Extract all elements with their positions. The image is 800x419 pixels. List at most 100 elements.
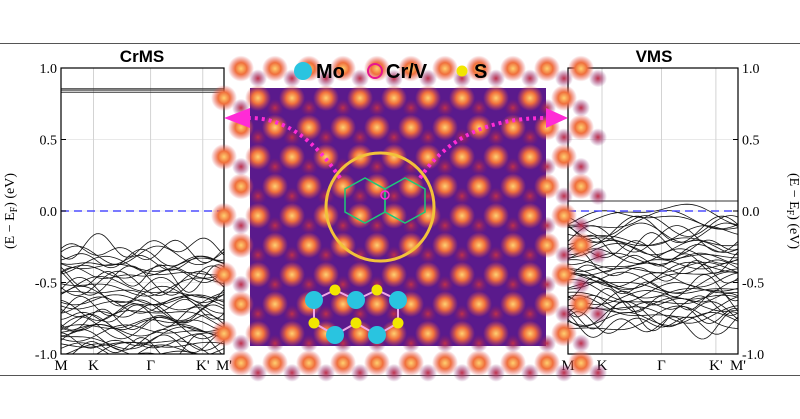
stm-bright-spot (245, 143, 271, 170)
stm-dim-spot (317, 246, 335, 265)
stm-bright-spot (245, 320, 271, 347)
stm-bright-spot (313, 143, 339, 170)
stm-atom-pattern (211, 55, 607, 382)
legend-s-marker (456, 65, 468, 77)
vms-ytick-label: -1.0 (742, 348, 764, 363)
highlight-circle (324, 151, 436, 263)
stm-dim-spot (402, 275, 420, 294)
model-s-atom (350, 317, 362, 329)
crms-band-line (61, 276, 224, 299)
stm-dim-spot (436, 157, 454, 176)
crms-band-line (61, 329, 224, 351)
stm-dim-spot (402, 216, 420, 235)
stm-dim-spot (300, 216, 318, 235)
crms-title: CrMS (120, 47, 164, 66)
stm-bright-spot (517, 202, 543, 229)
stm-dim-spot (589, 128, 607, 147)
stm-bright-spot (228, 232, 254, 259)
stm-dim-spot (555, 128, 573, 147)
stm-bright-spot (279, 320, 305, 347)
stm-bright-spot (500, 173, 526, 200)
stm-dim-spot (453, 187, 471, 206)
crms-band-line (61, 233, 224, 260)
vms-band-line (568, 294, 738, 318)
vms-band-line (568, 237, 738, 247)
stm-dim-spot (589, 246, 607, 265)
crms-band-line (61, 304, 224, 327)
stm-dim-spot (402, 334, 420, 353)
vms-y-axis-label: (E − EF) (eV) (784, 173, 800, 249)
stm-dim-spot (504, 334, 522, 353)
crms-band-line (61, 257, 224, 272)
vms-ytick-label: 0.0 (742, 205, 760, 220)
crms-band-line (61, 245, 224, 265)
stm-dim-spot (232, 157, 250, 176)
model-mo-atom (368, 326, 386, 344)
stm-bright-spot (296, 173, 322, 200)
vms-band-line (568, 311, 738, 340)
stm-dim-spot (538, 334, 556, 353)
legend-s-label: S (474, 61, 487, 83)
crms-ylabel-main: (E − E (3, 212, 18, 249)
stm-dim-spot (419, 246, 437, 265)
stm-bright-spot (466, 114, 492, 141)
vms-band-line (568, 312, 738, 326)
vms-band-line (568, 203, 738, 226)
stm-dim-spot (487, 304, 505, 323)
stm-bright-spot (483, 320, 509, 347)
stm-dim-spot (504, 98, 522, 117)
stm-bright-spot (228, 55, 254, 82)
legend-mo-marker (294, 62, 312, 80)
stm-bright-spot (279, 261, 305, 288)
stm-dim-spot (521, 304, 539, 323)
crms-xtick-label: K (88, 358, 99, 374)
crms-ylabel-sub: F (9, 206, 20, 212)
stm-bright-spot (500, 291, 526, 318)
arrow-right-icon (546, 108, 568, 128)
vms-ylabel-main: (E − E (786, 173, 800, 210)
stm-bright-spot (296, 114, 322, 141)
stm-dim-spot (368, 216, 386, 235)
stm-dim-spot (368, 98, 386, 117)
stm-bright-spot (483, 143, 509, 170)
stm-dim-spot (538, 216, 556, 235)
stm-dim-spot (249, 246, 267, 265)
stm-bright-spot (466, 55, 492, 82)
stm-dim-spot (589, 69, 607, 88)
crms-band-line (61, 326, 224, 350)
stm-bright-spot (262, 350, 288, 377)
stm-dim-spot (572, 157, 590, 176)
stm-dim-spot (283, 363, 301, 382)
crms-ytick-label: 0.5 (40, 134, 58, 149)
stm-bright-spot (364, 173, 390, 200)
stm-dim-spot (249, 187, 267, 206)
stm-bright-spot (262, 173, 288, 200)
stm-bright-spot (211, 261, 237, 288)
stm-bright-spot (364, 291, 390, 318)
stm-dim-spot (249, 304, 267, 323)
vms-band-line (568, 259, 738, 270)
stm-bright-spot (296, 232, 322, 259)
arrow-left-icon (224, 108, 250, 128)
stm-dim-spot (504, 157, 522, 176)
vms-band-line (568, 311, 738, 335)
stm-dim-spot (283, 187, 301, 206)
model-mo-atom (326, 326, 344, 344)
stm-bright-spot (211, 320, 237, 347)
stm-bright-spot (313, 261, 339, 288)
stm-dim-spot (300, 157, 318, 176)
stm-bright-spot (398, 55, 424, 82)
crms-ytick-label: 1.0 (40, 62, 58, 77)
stm-bright-spot (313, 85, 339, 111)
crms-xtick-label: Γ (146, 358, 155, 374)
stm-bright-spot (432, 55, 458, 82)
stm-dim-spot (504, 216, 522, 235)
vms-y-ticks: 1.0 0.5 0.0 -0.5 -1.0 (733, 62, 764, 363)
crms-bands (61, 88, 224, 354)
stm-bright-spot (381, 85, 407, 111)
stm-dim-spot (589, 304, 607, 323)
vms-band-line (568, 259, 738, 274)
crms-band-line (61, 310, 224, 332)
stm-dim-spot (232, 275, 250, 294)
